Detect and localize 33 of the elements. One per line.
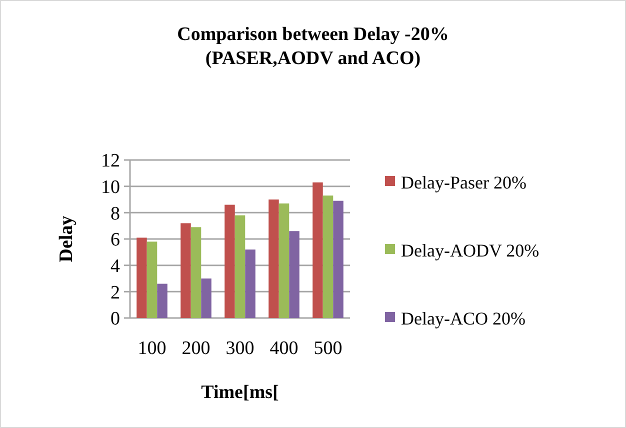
x-tick-label: 200 (182, 338, 210, 359)
y-tick-label: 0 (110, 308, 120, 330)
legend-label: Delay-Paser 20% (401, 172, 526, 192)
y-tick-label: 6 (110, 230, 120, 251)
x-axis-title: Time[ms[ (201, 382, 279, 403)
bar (289, 231, 300, 318)
bar (312, 182, 323, 318)
bar (224, 204, 235, 318)
y-tick-label: 12 (101, 150, 120, 172)
x-tick-label: 400 (270, 338, 298, 359)
bar (157, 284, 168, 318)
y-tick-label: 2 (110, 282, 120, 304)
x-tick-label: 500 (314, 338, 342, 359)
x-tick-label: 100 (138, 338, 166, 359)
y-tick-label: 8 (110, 203, 120, 224)
legend-label: Delay-ACO 20% (401, 308, 526, 328)
bar (234, 215, 246, 318)
x-tick-label: 300 (226, 338, 254, 359)
legend-label: Delay-AODV 20% (401, 240, 540, 260)
bar (268, 200, 279, 318)
bar (136, 238, 147, 318)
bar (333, 200, 344, 318)
bar (322, 196, 334, 318)
y-axis-title: Delay (56, 215, 77, 262)
y-tick-label: 10 (101, 176, 120, 198)
chart-title: Comparison between Delay -20% (PASER,AODV and ACO) (177, 24, 449, 69)
y-tick-label: 4 (110, 256, 120, 277)
bar (146, 242, 158, 318)
bar (190, 227, 202, 318)
bar (245, 250, 256, 318)
bar (201, 278, 212, 318)
bar (278, 203, 290, 318)
bar (180, 223, 191, 318)
